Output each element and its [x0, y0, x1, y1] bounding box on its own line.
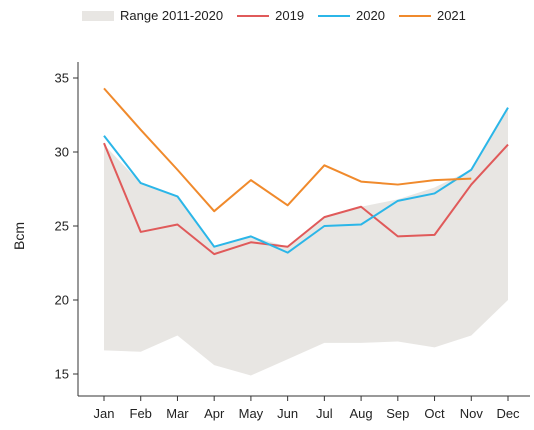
- y-tick-label-20: 20: [55, 293, 69, 308]
- x-tick-label-aug: Aug: [350, 406, 373, 421]
- x-tick-label-oct: Oct: [424, 406, 445, 421]
- x-tick-label-sep: Sep: [386, 406, 409, 421]
- legend-item-2019[interactable]: 2019: [237, 8, 304, 23]
- series-line-2019: [103, 142, 509, 256]
- y-axis-title: Bcm: [11, 222, 27, 250]
- x-tick-label-dec: Dec: [496, 406, 520, 421]
- x-tick-label-jun: Jun: [277, 406, 298, 421]
- x-tick-label-jan: Jan: [94, 406, 115, 421]
- x-tick-label-feb: Feb: [130, 406, 152, 421]
- series-line-2020: [103, 107, 509, 254]
- x-tick-label-may: May: [239, 406, 264, 421]
- x-tick-label-jul: Jul: [316, 406, 333, 421]
- series-line-2021: [103, 87, 472, 213]
- legend-label-2020: 2020: [356, 8, 385, 23]
- legend-swatch-2019: [237, 14, 270, 17]
- legend-item-2020[interactable]: 2020: [318, 8, 385, 23]
- x-tick-label-nov: Nov: [460, 406, 484, 421]
- legend-swatch-2020: [318, 14, 351, 17]
- y-tick-label-15: 15: [55, 367, 69, 382]
- legend-item-2021[interactable]: 2021: [398, 8, 466, 23]
- legend-item-range[interactable]: Range 2011-2020: [82, 8, 223, 23]
- x-tick-label-mar: Mar: [166, 406, 189, 421]
- y-tick-label-25: 25: [55, 219, 69, 234]
- y-tick-label-35: 35: [55, 71, 69, 86]
- legend-label-2021: 2021: [436, 8, 466, 23]
- legend-swatch-2021: [398, 14, 431, 17]
- range-band-area: [104, 107, 508, 376]
- chart-legend: Range 2011-2020 2019 2020 2021: [82, 8, 480, 23]
- legend-swatch-range: [82, 10, 114, 21]
- y-tick-label-30: 30: [55, 145, 69, 160]
- legend-label-range: Range 2011-2020: [120, 8, 224, 23]
- legend-label-2019: 2019: [275, 8, 305, 23]
- x-tick-label-apr: Apr: [204, 406, 225, 421]
